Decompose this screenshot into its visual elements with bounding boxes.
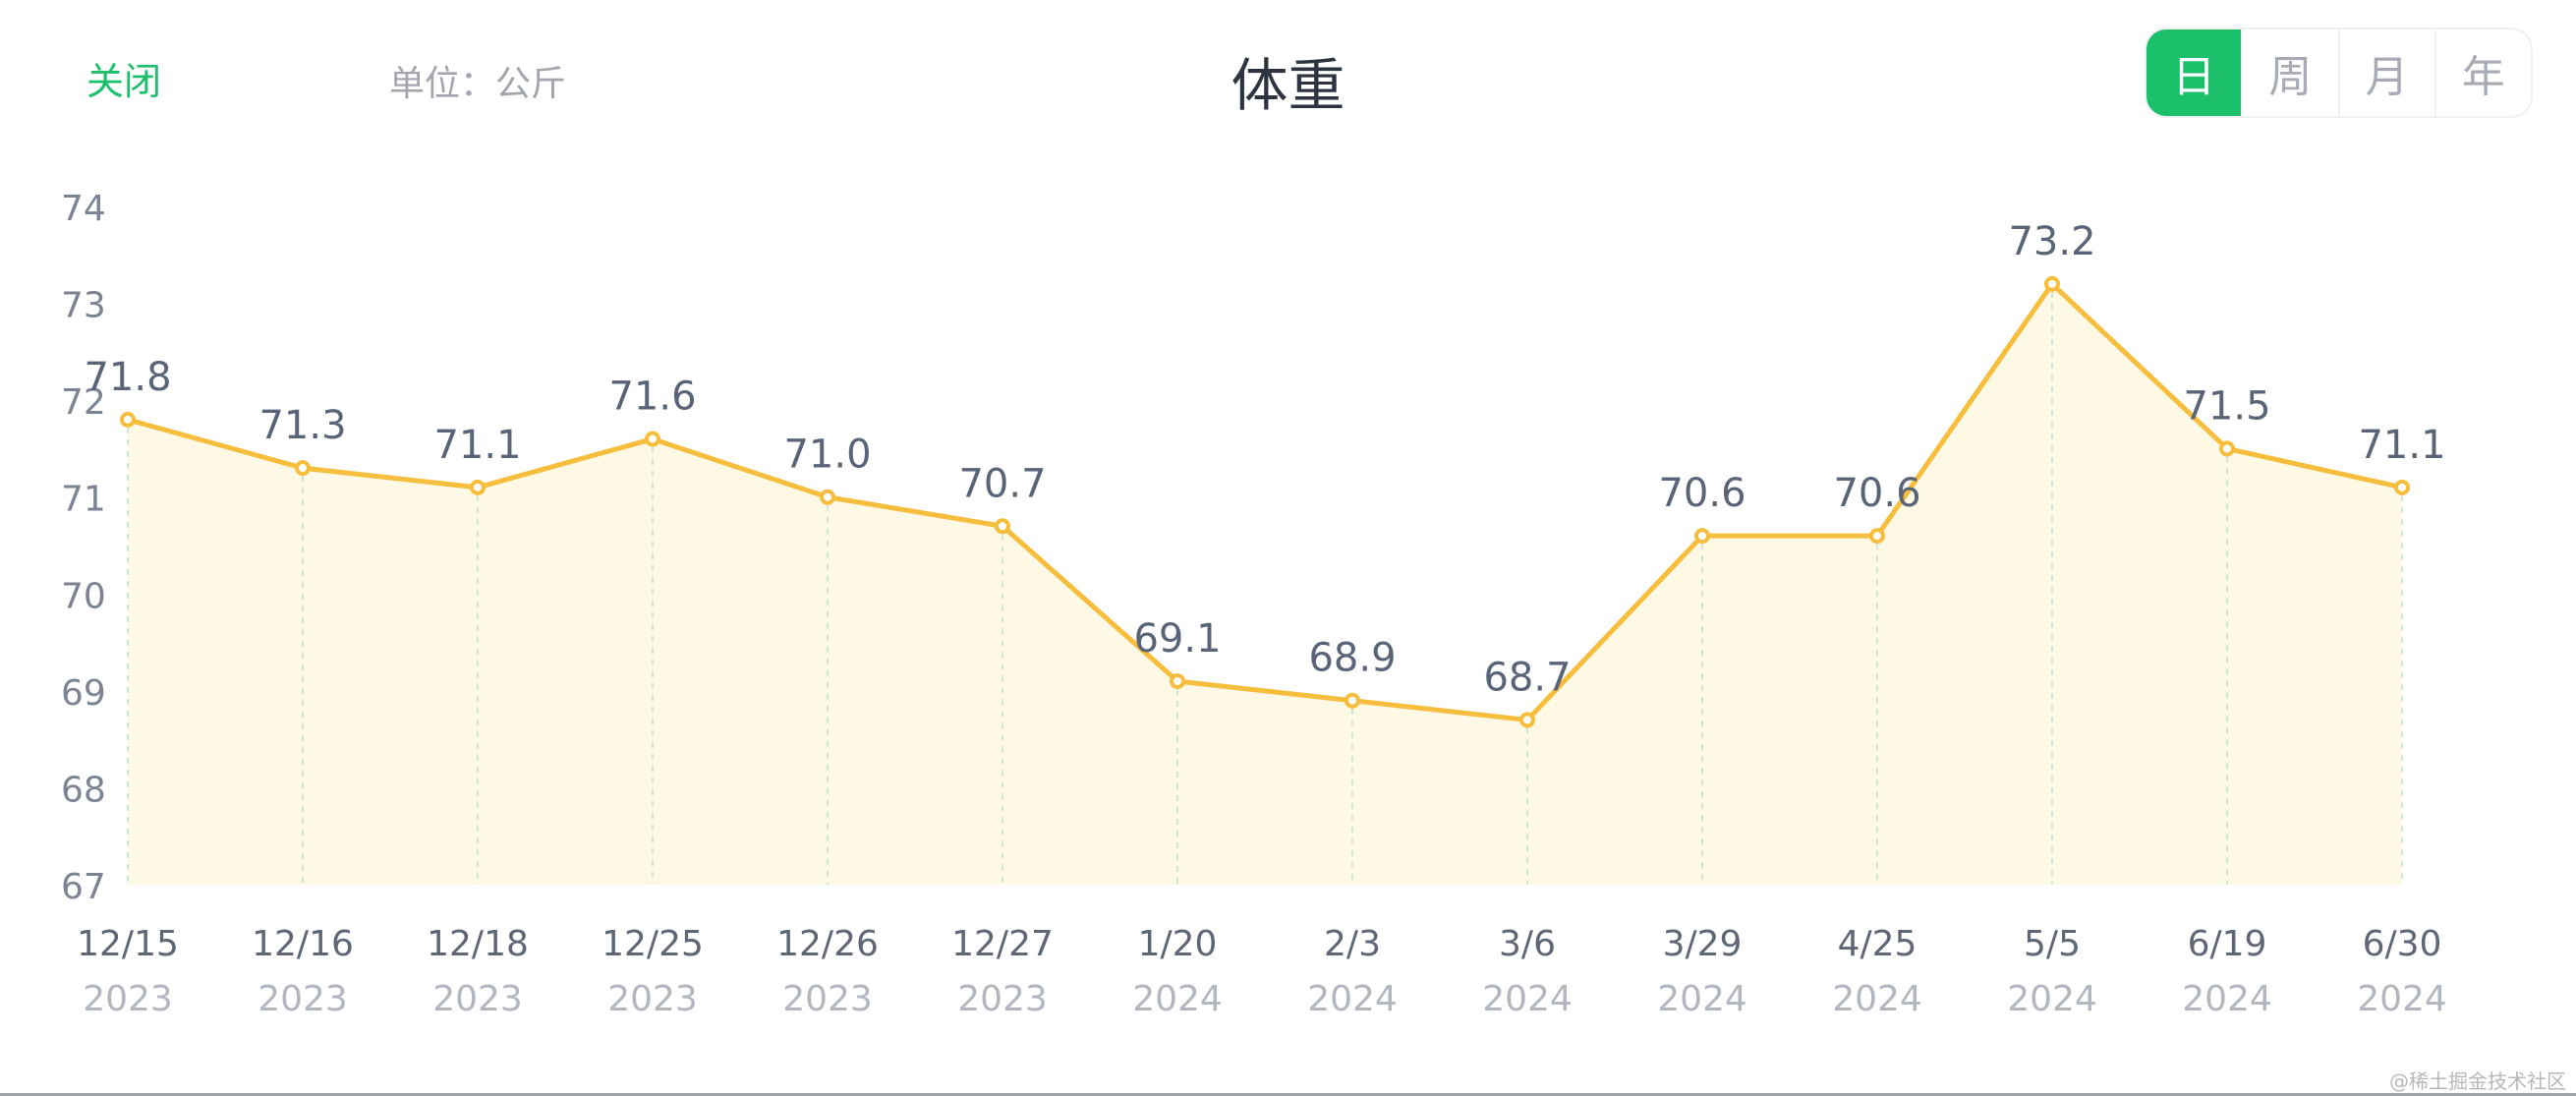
data-point <box>1345 692 1360 709</box>
data-point <box>2044 275 2060 292</box>
y-tick-label: 69 <box>61 673 106 714</box>
data-point <box>470 479 486 495</box>
x-tick-label: 6/19 <box>2188 924 2267 964</box>
data-point <box>295 460 311 477</box>
y-tick-label: 70 <box>61 576 106 616</box>
data-label: 71.3 <box>258 403 346 448</box>
data-label: 73.2 <box>2008 219 2095 264</box>
x-tick-year: 2023 <box>432 979 523 1019</box>
x-tick-year: 2023 <box>957 979 1048 1019</box>
y-tick-label: 72 <box>61 382 106 423</box>
x-tick-label: 12/15 <box>77 924 179 964</box>
y-tick-label: 73 <box>61 286 106 326</box>
x-tick-year: 2024 <box>2007 979 2097 1019</box>
data-label: 70.6 <box>1658 471 1746 516</box>
close-button[interactable]: 关闭 <box>86 60 162 103</box>
data-point <box>1519 712 1535 728</box>
data-label: 68.7 <box>1483 655 1571 700</box>
data-label: 68.9 <box>1308 636 1396 681</box>
data-label: 69.1 <box>1133 616 1221 662</box>
tab-year[interactable]: 年 <box>2433 29 2531 116</box>
x-tick-label: 3/29 <box>1663 924 1743 964</box>
data-point <box>820 489 835 505</box>
x-tick-label: 4/25 <box>1838 924 1918 964</box>
data-label: 71.6 <box>608 375 696 420</box>
x-tick-label: 12/27 <box>951 924 1054 964</box>
watermark: @稀土掘金技术社区 <box>2389 1069 2566 1093</box>
x-tick-year: 2024 <box>1657 979 1747 1019</box>
x-tick-label: 2/3 <box>1324 924 1381 964</box>
data-point <box>995 518 1010 535</box>
x-tick-year: 2024 <box>2182 979 2272 1019</box>
data-point <box>645 431 660 447</box>
x-tick-label: 6/30 <box>2363 924 2442 964</box>
area-fill <box>128 283 2402 885</box>
x-tick-year: 2024 <box>1132 979 1223 1019</box>
data-point <box>2219 440 2235 457</box>
data-label: 71.1 <box>433 423 521 468</box>
x-tick-year: 2023 <box>83 979 173 1019</box>
data-point <box>2394 479 2410 495</box>
x-tick-label: 3/6 <box>1499 924 1556 964</box>
data-label: 70.6 <box>1833 471 1920 516</box>
data-label: 71.1 <box>2358 423 2445 468</box>
bottom-divider <box>0 1093 2576 1096</box>
x-tick-label: 1/20 <box>1138 924 1218 964</box>
tab-day[interactable]: 日 <box>2147 29 2242 116</box>
data-label: 71.0 <box>783 433 871 478</box>
x-tick-year: 2023 <box>258 979 348 1019</box>
period-segmented-control: 日 周 月 年 <box>2145 28 2533 118</box>
x-tick-year: 2023 <box>782 979 873 1019</box>
unit-label: 单位：公斤 <box>389 64 567 104</box>
y-tick-label: 71 <box>61 480 106 520</box>
y-tick-label: 68 <box>61 770 106 810</box>
x-tick-year: 2024 <box>1482 979 1573 1019</box>
x-tick-label: 12/16 <box>252 924 354 964</box>
data-point <box>1170 673 1185 689</box>
x-tick-label: 12/26 <box>776 924 879 964</box>
x-tick-year: 2024 <box>1832 979 1922 1019</box>
data-label: 71.5 <box>2183 383 2270 429</box>
series-line <box>125 281 2405 722</box>
data-point <box>1694 528 1710 545</box>
y-tick-label: 74 <box>61 189 106 229</box>
x-tick-year: 2024 <box>1307 979 1398 1019</box>
page-title: 体重 <box>1231 52 1345 119</box>
x-tick-year: 2024 <box>2357 979 2447 1019</box>
x-tick-label: 12/18 <box>427 924 529 964</box>
x-tick-year: 2023 <box>607 979 698 1019</box>
x-tick-label: 5/5 <box>2024 924 2081 964</box>
data-point <box>1869 528 1885 545</box>
data-label: 71.8 <box>84 355 171 400</box>
data-label: 70.7 <box>958 461 1046 506</box>
tab-week[interactable]: 周 <box>2241 29 2337 116</box>
tab-month[interactable]: 月 <box>2337 29 2434 116</box>
x-tick-label: 12/25 <box>601 924 704 964</box>
y-tick-label: 67 <box>61 867 106 907</box>
data-point <box>120 411 136 428</box>
